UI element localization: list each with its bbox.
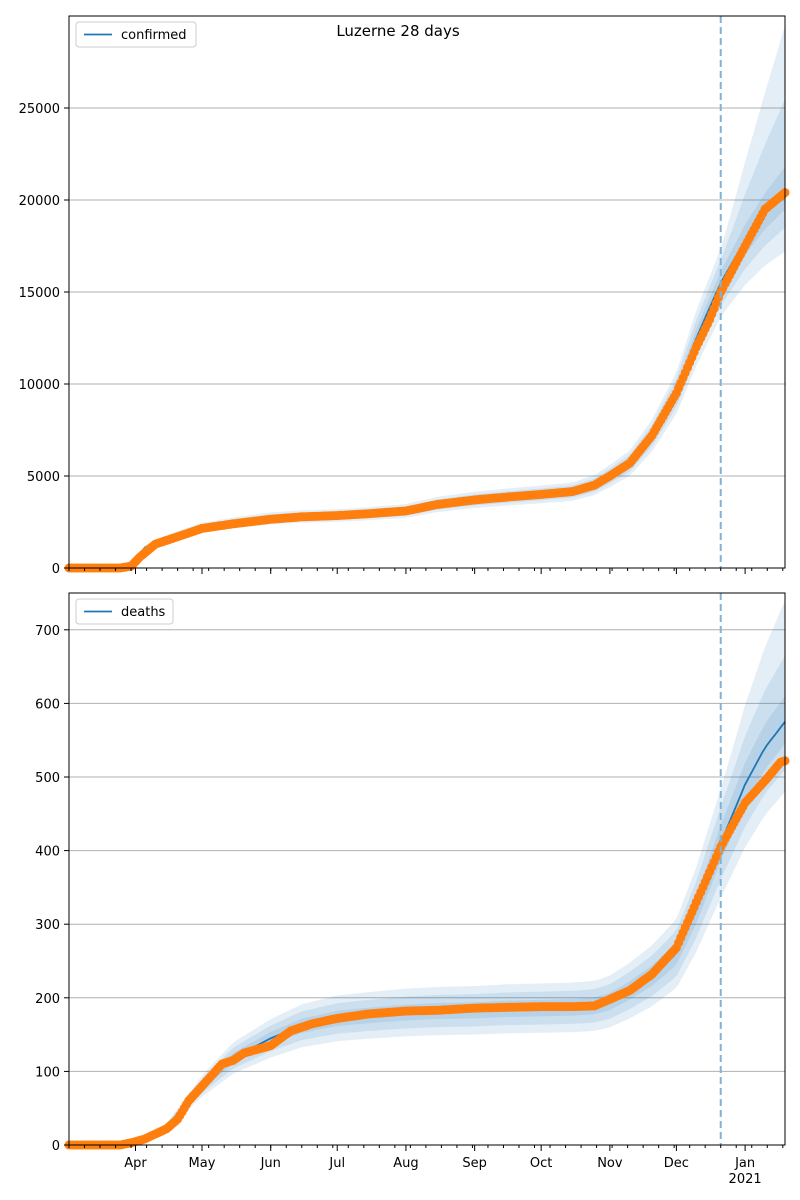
confirmed-panel: 0 5000 10000 15000 20000 25000 confirmed xyxy=(19,15,790,577)
legend-box xyxy=(75,598,174,625)
deaths-panel: 0 100 200 300 400 500 600 700 Apr May Jun Jul Aug Sep… xyxy=(35,592,790,1187)
y-tick-label: 25000 xyxy=(19,102,60,117)
x-tick-label: Jun xyxy=(260,1156,281,1171)
legend: confirmed xyxy=(75,21,197,48)
x-tick-label: Nov xyxy=(597,1156,623,1171)
figure-title: Luzerne 28 days xyxy=(336,22,460,40)
y-tick-label: 0 xyxy=(52,562,60,577)
y-tick-label: 600 xyxy=(35,697,60,712)
x-tick-label: May xyxy=(189,1156,216,1171)
uncertainty-band xyxy=(69,600,785,1145)
x-tick-label: Jan 2021 xyxy=(729,1156,762,1187)
x-tick-label: Oct xyxy=(530,1156,552,1171)
legend-label: deaths xyxy=(121,605,166,620)
y-tick-label: 15000 xyxy=(19,286,60,301)
x-tick-label: Dec xyxy=(664,1156,689,1171)
y-tick-label: 500 xyxy=(35,771,60,786)
y-tick-label: 700 xyxy=(35,624,60,639)
y-tick-label: 200 xyxy=(35,992,60,1007)
y-tick-label: 20000 xyxy=(19,194,60,209)
y-tick-label: 0 xyxy=(52,1139,60,1154)
legend-label: confirmed xyxy=(121,28,187,43)
y-tick-label: 300 xyxy=(35,918,60,933)
y-tick-label: 400 xyxy=(35,845,60,860)
x-tick-label: Aug xyxy=(393,1156,418,1171)
legend-box xyxy=(75,21,197,48)
x-tick-label: Sep xyxy=(462,1156,487,1171)
x-tick-label: Apr xyxy=(124,1156,147,1171)
x-tick-label: Jul xyxy=(328,1156,345,1171)
plot-frame xyxy=(68,592,786,1146)
y-tick-label: 100 xyxy=(35,1065,60,1080)
y-tick-label: 5000 xyxy=(27,470,60,485)
legend: deaths xyxy=(75,598,174,625)
y-tick-label: 10000 xyxy=(19,378,60,393)
